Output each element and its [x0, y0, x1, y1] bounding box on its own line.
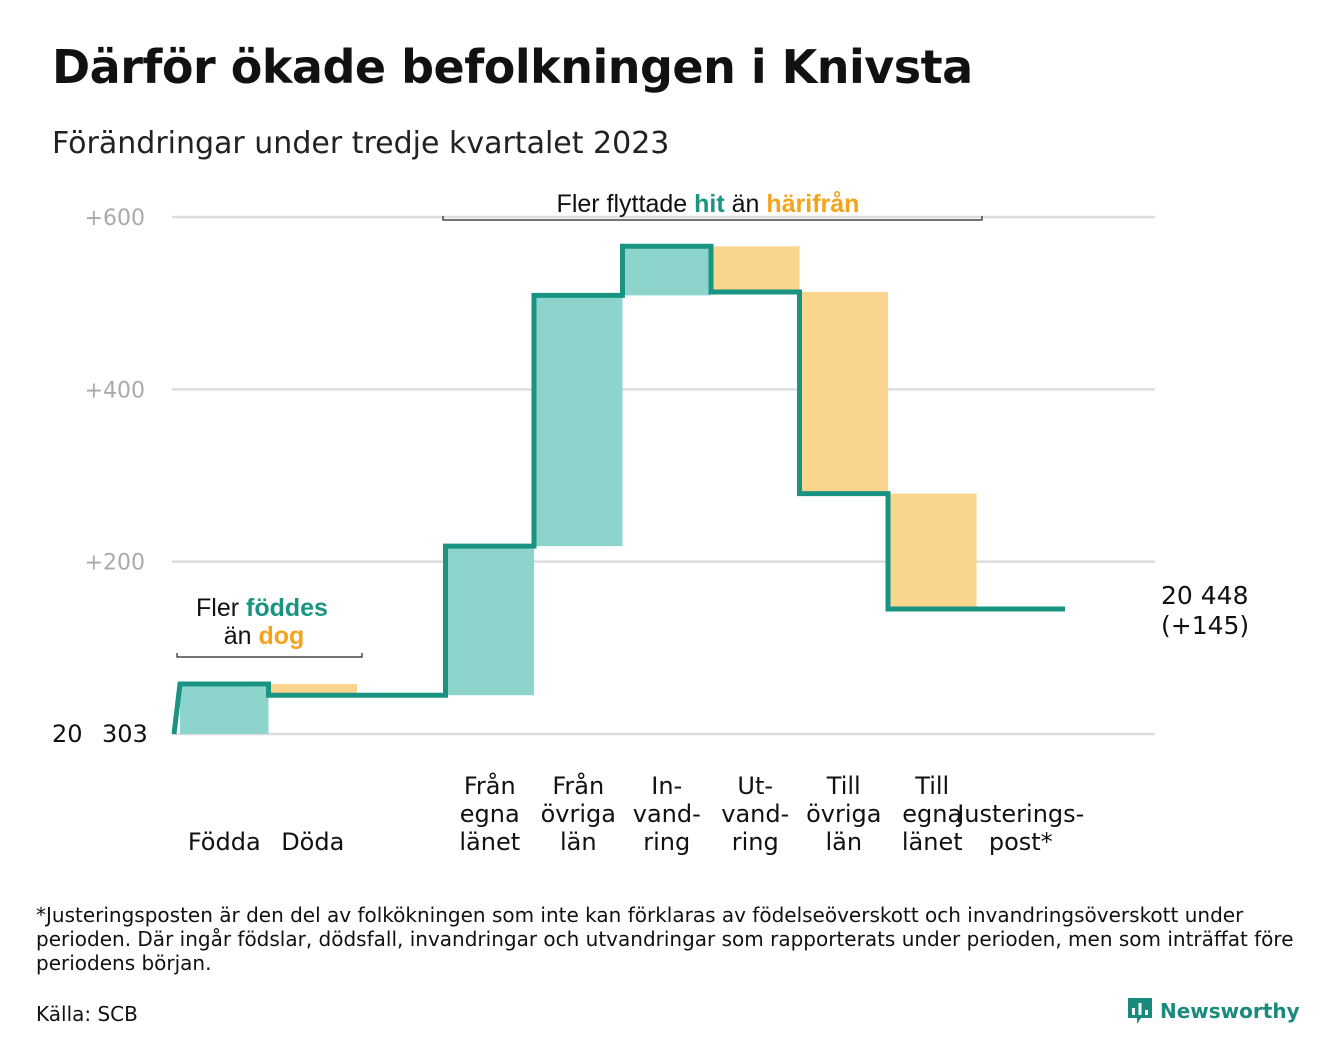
category-label: länet [902, 828, 963, 856]
bar-positive [445, 546, 534, 696]
category-label: vand- [721, 800, 789, 828]
brand-name: Newsworthy [1160, 999, 1300, 1023]
category-label: post* [989, 828, 1053, 856]
category-label: egna [902, 800, 962, 828]
bar-negative [888, 493, 977, 610]
category-label: länet [459, 828, 520, 856]
annotation-segment: än [725, 190, 767, 218]
category-label: län [560, 828, 597, 856]
annotation-segment: härifrån [766, 190, 859, 218]
brand: Newsworthy [1128, 998, 1300, 1024]
y-tick-label: +600 [85, 206, 145, 231]
bar-negative [268, 684, 357, 696]
bar-positive [180, 684, 269, 734]
annotation-segment: föddes [246, 594, 328, 622]
migration-bracket [442, 216, 983, 221]
category-label: ring [643, 828, 690, 856]
chart-subtitle: Förändringar under tredje kvartalet 2023 [52, 126, 670, 161]
category-label: ring [732, 828, 779, 856]
category-label: Från [552, 771, 604, 800]
annotation-segment: än [224, 622, 259, 650]
category-label: Ut- [737, 772, 773, 800]
end-change-label: (+145) [1161, 611, 1249, 640]
start-value-label: 20 [52, 720, 83, 748]
category-label: Till [826, 772, 861, 800]
y-tick-label: +400 [85, 378, 145, 403]
annotation-segment: Fler [196, 594, 246, 622]
annotation-segment: Fler flyttade [557, 190, 695, 218]
category-label: övriga [541, 800, 616, 828]
source-note: Källa: SCB [36, 1002, 138, 1026]
category-label: Från [464, 771, 516, 800]
category-label: In- [651, 772, 682, 800]
category-label: vand- [633, 800, 701, 828]
bar-positive [622, 246, 711, 296]
category-label: Döda [281, 828, 344, 856]
bar-positive [534, 295, 623, 547]
bar-negative [799, 291, 888, 494]
bar-negative [711, 246, 800, 292]
category-label: Justerings- [955, 800, 1084, 828]
category-label: egna [460, 800, 520, 828]
end-value-label: 20 448 [1161, 581, 1248, 610]
start-value-label: 303 [102, 720, 148, 748]
category-label: län [825, 828, 862, 856]
annotation-segment: dog [258, 622, 304, 650]
births-deaths-annotation: än dog [224, 622, 305, 650]
migration-annotation: Fler flyttade hit än härifrån [557, 190, 860, 218]
category-label: Till [914, 772, 949, 800]
annotation-segment: hit [694, 190, 725, 218]
births-deaths-annotation: Fler föddes [196, 594, 328, 622]
newsworthy-logo-icon [1128, 998, 1152, 1024]
category-label: övriga [806, 800, 881, 828]
chart-title: Därför ökade befolkningen i Knivsta [52, 40, 973, 94]
y-tick-label: +200 [85, 551, 145, 576]
cumulative-step-line [171, 243, 1065, 735]
footnote: *Justeringsposten är den del av folkökni… [36, 903, 1294, 975]
category-label: Födda [188, 828, 261, 856]
births-deaths-bracket [176, 653, 363, 658]
